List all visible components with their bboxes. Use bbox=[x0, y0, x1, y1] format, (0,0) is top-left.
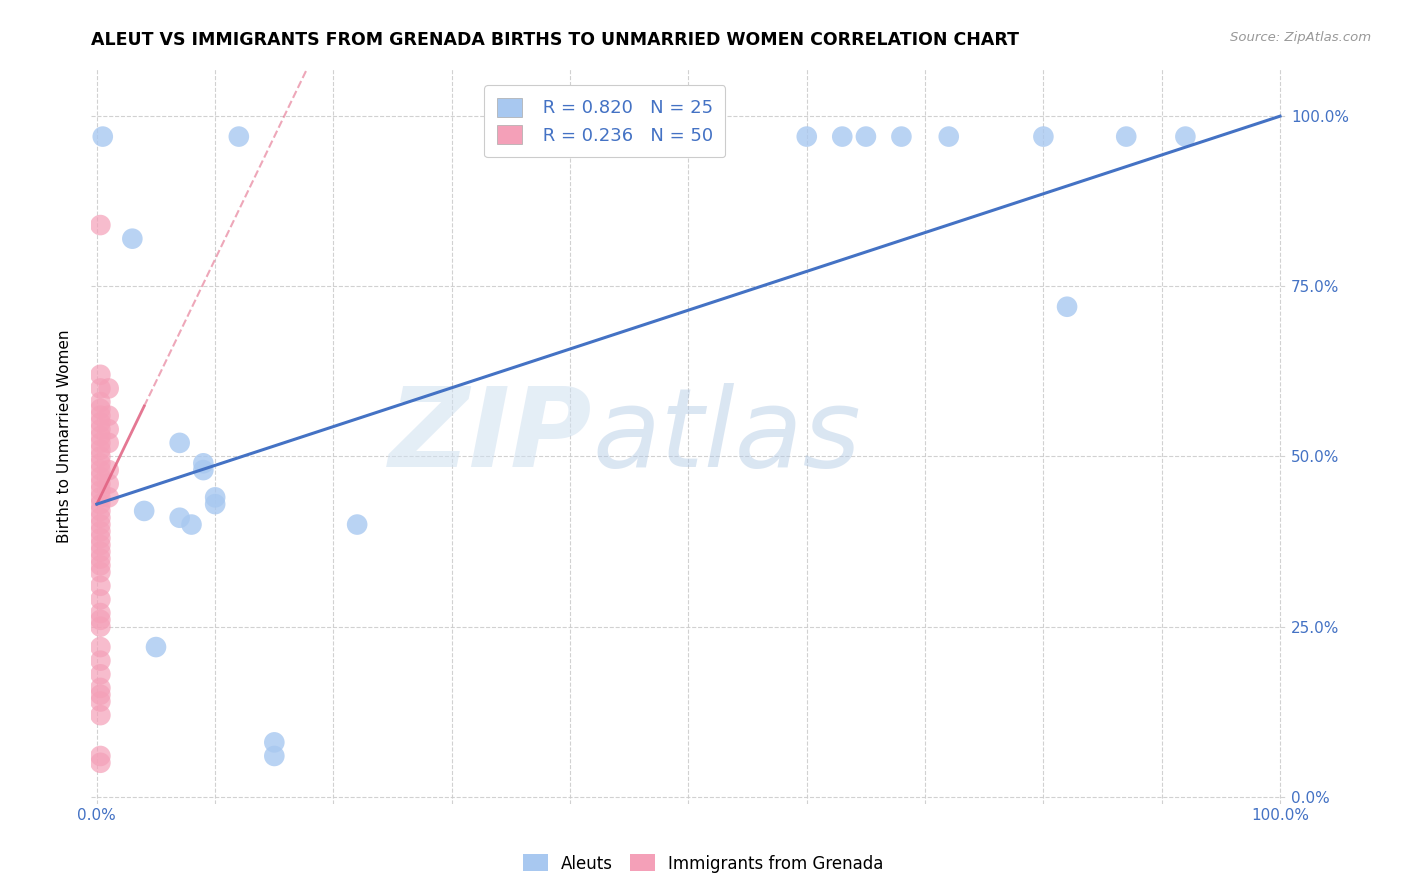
Legend: Aleuts, Immigrants from Grenada: Aleuts, Immigrants from Grenada bbox=[516, 847, 890, 880]
Point bbox=[97, 381, 120, 395]
Point bbox=[89, 640, 111, 654]
Point bbox=[89, 497, 111, 511]
Point bbox=[89, 667, 111, 681]
Point bbox=[89, 381, 111, 395]
Point bbox=[89, 694, 111, 708]
Point bbox=[831, 129, 853, 144]
Point bbox=[97, 463, 120, 477]
Point bbox=[89, 708, 111, 723]
Point bbox=[855, 129, 877, 144]
Point bbox=[169, 435, 191, 450]
Point bbox=[263, 735, 285, 749]
Text: ALEUT VS IMMIGRANTS FROM GRENADA BIRTHS TO UNMARRIED WOMEN CORRELATION CHART: ALEUT VS IMMIGRANTS FROM GRENADA BIRTHS … bbox=[91, 31, 1019, 49]
Point bbox=[228, 129, 250, 144]
Point bbox=[796, 129, 818, 144]
Point bbox=[89, 456, 111, 470]
Point bbox=[91, 129, 114, 144]
Point bbox=[97, 409, 120, 423]
Point bbox=[89, 613, 111, 627]
Point bbox=[89, 429, 111, 443]
Point bbox=[89, 218, 111, 232]
Point bbox=[121, 232, 143, 246]
Point bbox=[89, 592, 111, 607]
Point bbox=[89, 463, 111, 477]
Point bbox=[89, 545, 111, 559]
Point bbox=[1056, 300, 1078, 314]
Point bbox=[1174, 129, 1197, 144]
Point bbox=[89, 510, 111, 524]
Point bbox=[134, 504, 156, 518]
Point bbox=[1115, 129, 1137, 144]
Point bbox=[89, 565, 111, 579]
Point bbox=[89, 476, 111, 491]
Point bbox=[346, 517, 368, 532]
Point bbox=[89, 435, 111, 450]
Text: Source: ZipAtlas.com: Source: ZipAtlas.com bbox=[1230, 31, 1371, 45]
Point bbox=[89, 620, 111, 634]
Point bbox=[89, 483, 111, 498]
Point bbox=[89, 401, 111, 416]
Point bbox=[89, 681, 111, 695]
Point bbox=[89, 538, 111, 552]
Point bbox=[89, 524, 111, 539]
Point bbox=[89, 395, 111, 409]
Point bbox=[89, 416, 111, 430]
Point bbox=[169, 510, 191, 524]
Point bbox=[938, 129, 960, 144]
Point bbox=[89, 442, 111, 457]
Point bbox=[193, 456, 215, 470]
Point bbox=[89, 579, 111, 593]
Point bbox=[193, 463, 215, 477]
Point bbox=[89, 450, 111, 464]
Point bbox=[204, 491, 226, 505]
Point bbox=[180, 517, 202, 532]
Point bbox=[89, 409, 111, 423]
Legend:  R = 0.820   N = 25,  R = 0.236   N = 50: R = 0.820 N = 25, R = 0.236 N = 50 bbox=[484, 85, 725, 157]
Point bbox=[145, 640, 167, 654]
Text: ZIP: ZIP bbox=[389, 383, 593, 490]
Point bbox=[97, 422, 120, 436]
Point bbox=[890, 129, 912, 144]
Point bbox=[97, 476, 120, 491]
Point bbox=[89, 688, 111, 702]
Point bbox=[89, 606, 111, 620]
Point bbox=[1032, 129, 1054, 144]
Point bbox=[263, 749, 285, 764]
Point bbox=[97, 435, 120, 450]
Point bbox=[89, 470, 111, 484]
Point bbox=[89, 654, 111, 668]
Point bbox=[89, 749, 111, 764]
Point bbox=[89, 422, 111, 436]
Text: atlas: atlas bbox=[593, 383, 862, 490]
Point bbox=[89, 756, 111, 770]
Point bbox=[89, 517, 111, 532]
Point bbox=[89, 504, 111, 518]
Point bbox=[89, 551, 111, 566]
Point bbox=[499, 129, 522, 144]
Point bbox=[89, 368, 111, 382]
Point bbox=[89, 558, 111, 573]
Point bbox=[89, 531, 111, 545]
Point bbox=[204, 497, 226, 511]
Point bbox=[89, 491, 111, 505]
Y-axis label: Births to Unmarried Women: Births to Unmarried Women bbox=[58, 329, 72, 543]
Point bbox=[97, 491, 120, 505]
